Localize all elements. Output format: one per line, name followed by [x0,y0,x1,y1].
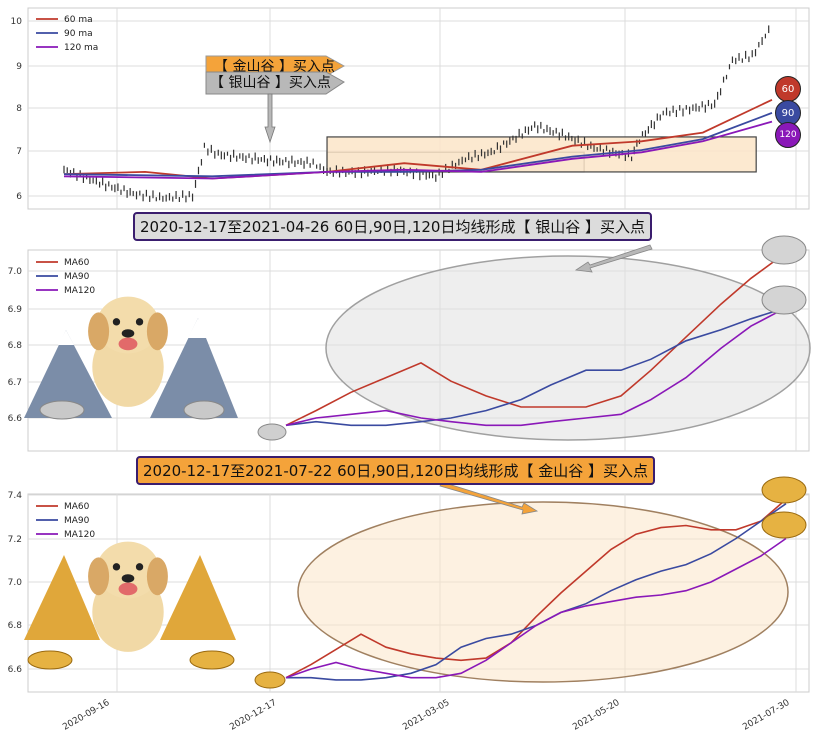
y-tick-label: 8 [16,104,22,114]
mountain-snow-left [58,330,74,345]
panel-gold-zoom: 6.6 6.8 7.0 7.2 7.4 MA60 MA90 MA120 [8,476,810,693]
silver-ingot [39,400,85,420]
legend-label: MA90 [64,516,90,526]
dog-eye-left [112,563,121,571]
legend-label: 120 ma [64,43,98,53]
y-tick-label: 6.8 [8,341,23,351]
silver-ingot-start [257,423,287,441]
dog-eye-right [135,318,144,326]
legend-label: MA90 [64,272,90,282]
line-ma90 [285,306,787,427]
legend-label: 90 ma [64,29,93,39]
line-ma60 [285,498,787,679]
y-tick-label: 6.7 [8,378,22,388]
dog-eye-left [112,318,121,326]
dog-nose [121,574,135,583]
silver-ingot [183,400,225,420]
panel-price: 6 7 8 9 10 60 ma 90 ma 120 ma 【 金山谷 】买入点【 银山谷 】买… [11,7,810,210]
x-tick-label: 2021-05-20 [571,698,622,733]
line-ma120 [285,306,787,427]
gold-pyramid-right [160,555,236,640]
dog-ear-left [88,312,110,351]
banner-pointer-arrow [439,481,539,515]
silver-callout-arrow [205,71,345,95]
dog-head [96,296,160,354]
callout-pointer [264,93,276,144]
dog-ear-right [146,312,168,351]
legend-label: MA60 [64,502,90,512]
y-tick-label: 9 [16,62,22,72]
gold-ingot [189,650,235,670]
dog-ear-right [146,557,168,596]
y-tick-label: 7.0 [8,578,23,588]
y-tick-label: 7 [16,147,22,157]
line-ma120 [285,537,787,679]
valley-ellipse [297,501,789,683]
y-tick-label: 7.0 [8,267,23,277]
gold-callout-label: 【 金山谷 】买入点 [214,59,335,75]
dog-head [96,541,160,599]
y-tick-label: 6 [16,192,22,202]
dog-tongue [118,582,138,596]
x-tick-label: 2021-03-05 [401,698,451,733]
dog-nose [121,329,135,338]
y-tick-label: 7.2 [8,535,22,545]
x-tick-label: 2020-12-17 [228,698,278,733]
y-tick-label: 6.9 [8,305,23,315]
gold-pyramid-left [24,555,100,640]
mountain-right [150,318,238,418]
gold-ingot-ma90 [761,511,807,539]
silver-callout-label: 【 银山谷 】买入点 [210,75,331,91]
y-tick-label: 10 [11,17,23,27]
mountain-left [24,330,112,418]
line-90-ma [63,112,773,178]
legend-label: 60 ma [64,15,93,25]
silver-valley-banner: 2020-12-17至2021-04-26 60日,90日,120日均线形成【 … [133,212,652,241]
legend-label: MA120 [64,530,95,540]
banner-pointer-arrow [574,244,653,273]
ma120-badge: 120 [775,122,801,148]
y-tick-label: 6.6 [8,414,23,424]
mountain-snow-right [188,318,208,338]
gold-ingot-ma60 [761,476,807,504]
legend-label: MA120 [64,286,95,296]
panel-silver-zoom: 6.6 6.7 6.8 6.9 7.0 MA60 MA90 MA120 [8,235,811,452]
line-120-ma [63,120,773,180]
dog-eye-right [135,563,144,571]
x-tick-label: 2020-09-16 [61,698,112,733]
gold-ingot [27,650,73,670]
silver-ingot-ma90 [761,285,807,315]
y-tick-label: 6.6 [8,665,23,675]
gold-ingot-start [254,671,286,689]
silver-ingot-ma60 [761,235,807,265]
x-tick-label: 2021-07-30 [741,698,792,733]
dog-ear-left [88,557,110,596]
y-tick-label: 7.4 [8,491,23,501]
ma60-badge: 60 [775,76,801,102]
dog-tongue [118,337,138,351]
valley-ellipse [325,255,811,441]
y-tick-label: 6.8 [8,621,23,631]
x-axis-ticks: 2020-09-16 2020-12-17 2021-03-05 2021-05-20… [61,698,792,733]
gold-valley-banner: 2020-12-17至2021-07-22 60日,90日,120日均线形成【 … [136,456,655,485]
legend-label: MA60 [64,258,90,268]
line-ma60 [285,251,787,427]
